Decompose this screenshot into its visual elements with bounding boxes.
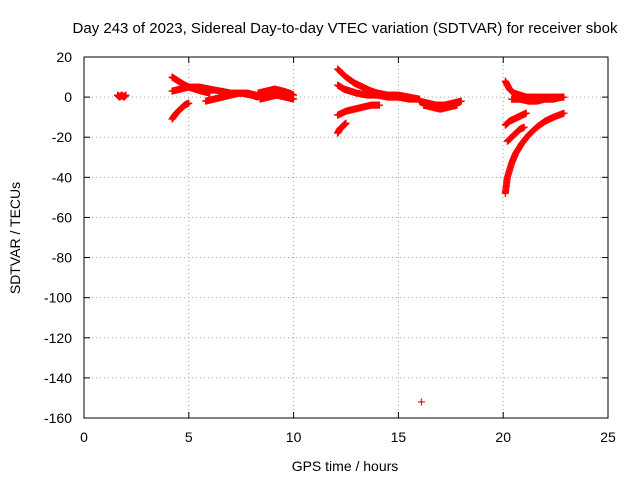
y-tick-label: -60 (52, 209, 72, 225)
data-point (558, 93, 566, 101)
plot-frame (83, 56, 609, 419)
y-tick-label: 0 (64, 89, 72, 105)
axis-ticks: 0 5 10 15 20 25 20 0 -20 -40 -60 -80 -100 -120 -140 -16… (44, 49, 616, 445)
y-tick-label: -20 (52, 129, 72, 145)
x-tick-label: 15 (391, 429, 407, 445)
data-point (457, 97, 465, 105)
chart-title: Day 243 of 2023, Sidereal Day-to-day VTE… (73, 20, 618, 37)
y-tick-label: -140 (44, 370, 72, 386)
data-point (522, 109, 530, 117)
data-points (114, 65, 568, 406)
x-tick-label: 0 (80, 429, 88, 445)
data-point (290, 95, 298, 103)
x-tick-label: 25 (600, 429, 616, 445)
data-point (560, 109, 568, 117)
y-tick-label: -100 (44, 290, 72, 306)
data-point (453, 101, 461, 109)
y-tick-label: -80 (52, 250, 72, 266)
data-point (376, 101, 384, 109)
data-point (342, 119, 350, 127)
y-tick-label: 20 (56, 49, 72, 65)
data-point (185, 99, 193, 107)
x-tick-label: 10 (286, 429, 302, 445)
y-axis-label: SDTVAR / TECUs (7, 182, 23, 294)
y-tick-label: -120 (44, 330, 72, 346)
x-axis-label: GPS time / hours (292, 458, 399, 474)
y-tick-label: -40 (52, 169, 72, 185)
data-point (417, 398, 425, 406)
y-tick-label: -160 (44, 410, 72, 426)
x-tick-label: 20 (495, 429, 511, 445)
data-point (520, 123, 528, 131)
x-tick-label: 5 (185, 429, 193, 445)
data-point (122, 91, 130, 99)
